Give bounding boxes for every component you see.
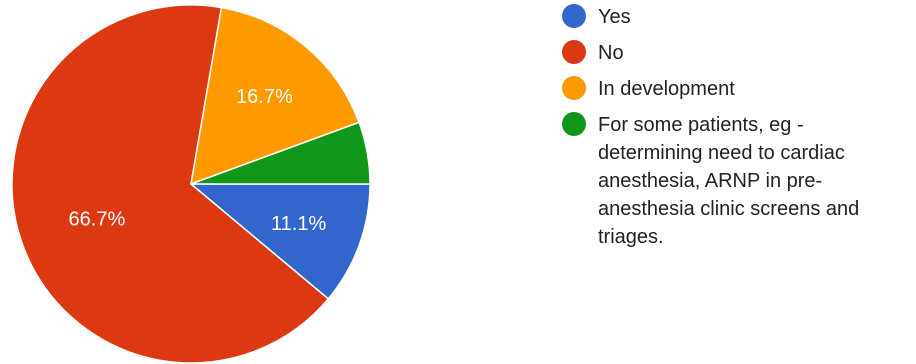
slice-label-2: 16.7% <box>236 86 293 108</box>
legend-label: Yes <box>598 6 631 28</box>
legend-item-0[interactable]: Yes <box>562 3 912 31</box>
legend-item-3[interactable]: For some patients, eg - determining need… <box>562 111 912 251</box>
pie-slice-3[interactable] <box>190 121 371 185</box>
legend-label: No <box>598 42 624 64</box>
pie-slice-2[interactable] <box>190 6 361 186</box>
legend-swatch-icon <box>562 40 586 64</box>
pie-slice-1[interactable] <box>11 4 330 364</box>
legend-swatch-icon <box>562 4 586 28</box>
chart-legend: Yes No In development For some patients, eg… <box>562 3 912 259</box>
slice-label-1: 66.7% <box>69 209 126 231</box>
legend-item-1[interactable]: No <box>562 39 912 67</box>
legend-label: In development <box>598 78 735 100</box>
legend-swatch-icon <box>562 76 586 100</box>
slice-label-0: 11.1% <box>271 213 326 235</box>
legend-swatch-icon <box>562 112 586 136</box>
pie-slice-0[interactable] <box>188 183 371 300</box>
legend-label: For some patients, eg - determining need… <box>598 114 860 248</box>
legend-item-2[interactable]: In development <box>562 75 912 103</box>
